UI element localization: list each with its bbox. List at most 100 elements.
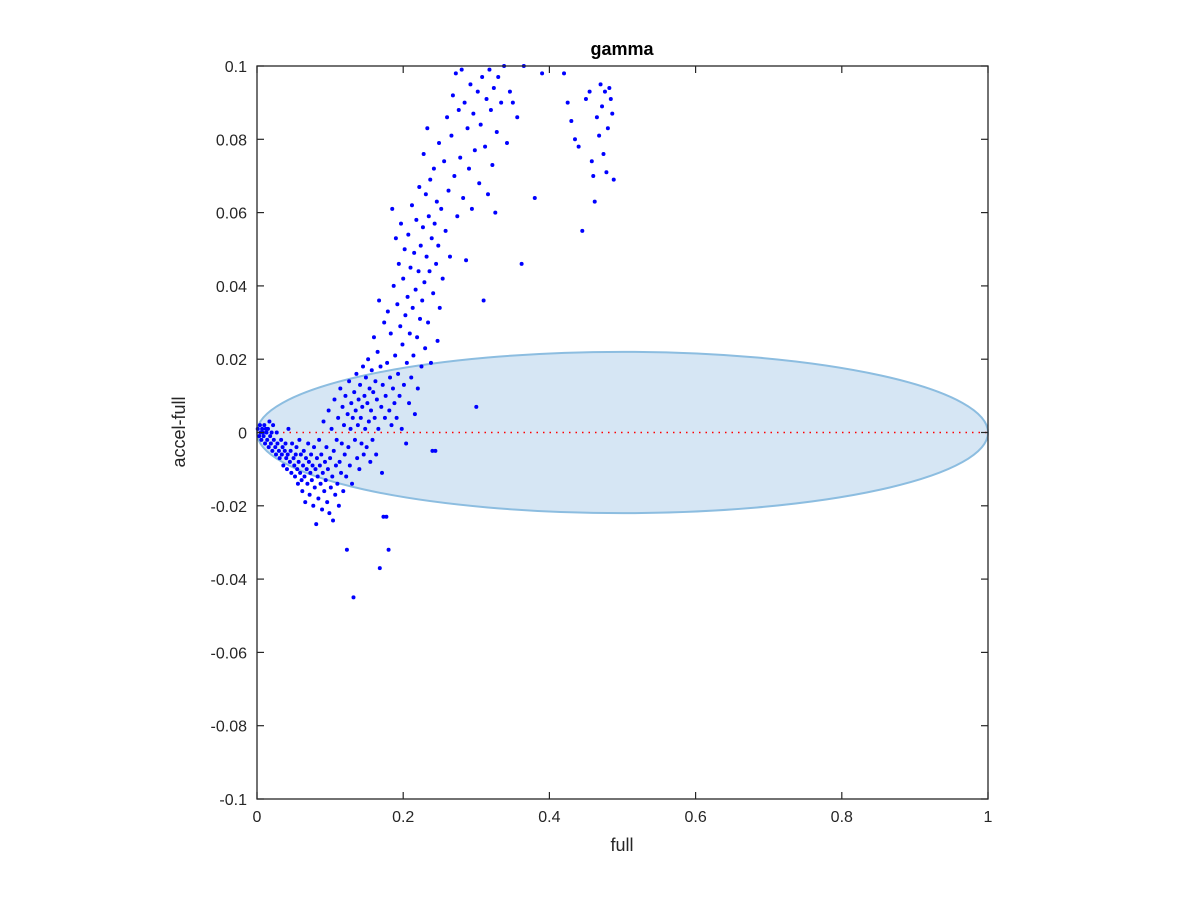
data-point bbox=[363, 426, 368, 431]
data-point bbox=[505, 140, 510, 145]
data-point bbox=[336, 415, 341, 420]
data-point bbox=[429, 236, 434, 241]
data-point bbox=[314, 456, 319, 461]
data-point bbox=[433, 448, 438, 453]
data-point bbox=[360, 404, 365, 409]
data-point bbox=[333, 463, 338, 468]
data-point bbox=[419, 364, 424, 369]
data-point bbox=[348, 426, 353, 431]
data-point bbox=[410, 305, 415, 310]
data-point bbox=[339, 470, 344, 475]
data-point bbox=[475, 89, 480, 94]
data-point bbox=[286, 426, 291, 431]
data-point bbox=[591, 173, 596, 178]
data-point bbox=[424, 254, 429, 259]
data-point bbox=[450, 93, 455, 98]
data-point bbox=[288, 448, 293, 453]
data-point bbox=[274, 430, 279, 435]
data-point bbox=[300, 489, 305, 494]
data-point bbox=[298, 470, 303, 475]
data-point bbox=[380, 470, 385, 475]
data-point bbox=[297, 437, 302, 442]
data-point bbox=[515, 115, 520, 120]
data-point bbox=[293, 452, 298, 457]
data-point bbox=[605, 126, 610, 131]
data-point bbox=[449, 133, 454, 138]
data-point bbox=[481, 298, 486, 303]
data-point bbox=[303, 500, 308, 505]
data-point bbox=[314, 522, 319, 527]
data-point bbox=[480, 74, 485, 79]
data-point bbox=[267, 419, 272, 424]
data-point bbox=[294, 445, 299, 450]
data-point bbox=[343, 393, 348, 398]
y-axis-label: accel-full bbox=[169, 396, 189, 467]
data-point bbox=[327, 511, 332, 516]
data-point bbox=[262, 423, 267, 428]
data-point bbox=[403, 313, 408, 318]
data-point bbox=[455, 214, 460, 219]
data-point bbox=[562, 71, 567, 76]
data-point bbox=[298, 452, 303, 457]
data-point bbox=[389, 423, 394, 428]
data-point bbox=[437, 140, 442, 145]
data-point bbox=[406, 232, 411, 237]
data-point bbox=[268, 441, 273, 446]
data-point bbox=[423, 192, 428, 197]
data-point bbox=[472, 148, 477, 153]
data-point bbox=[443, 228, 448, 233]
x-tick-label: 1 bbox=[984, 809, 993, 826]
data-point bbox=[366, 419, 371, 424]
data-point bbox=[351, 595, 356, 600]
y-tick-label: 0 bbox=[238, 426, 247, 443]
data-point bbox=[397, 393, 402, 398]
data-point bbox=[385, 309, 390, 314]
data-point bbox=[373, 379, 378, 384]
data-point bbox=[311, 503, 316, 508]
data-point bbox=[317, 463, 322, 468]
data-point bbox=[259, 437, 264, 442]
x-tick-label: 0.4 bbox=[538, 809, 560, 826]
data-point bbox=[309, 478, 314, 483]
data-point bbox=[483, 144, 488, 149]
data-point bbox=[597, 133, 602, 138]
data-point bbox=[273, 445, 278, 450]
data-point bbox=[461, 195, 466, 200]
data-point bbox=[274, 452, 279, 457]
data-point bbox=[477, 181, 482, 186]
data-point bbox=[299, 478, 304, 483]
data-point bbox=[263, 441, 268, 446]
data-point bbox=[385, 360, 390, 365]
data-point bbox=[326, 408, 331, 413]
data-point bbox=[390, 206, 395, 211]
data-point bbox=[372, 415, 377, 420]
data-point bbox=[592, 199, 597, 204]
data-point bbox=[468, 82, 473, 87]
data-point bbox=[439, 206, 444, 211]
data-point bbox=[384, 514, 389, 519]
data-point bbox=[275, 441, 280, 446]
data-point bbox=[445, 115, 450, 120]
data-point bbox=[417, 184, 422, 189]
data-point bbox=[507, 89, 512, 94]
data-point bbox=[485, 192, 490, 197]
data-point bbox=[426, 320, 431, 325]
data-point bbox=[422, 280, 427, 285]
data-point bbox=[396, 371, 401, 376]
data-point bbox=[493, 210, 498, 215]
data-point bbox=[322, 489, 327, 494]
data-point bbox=[322, 459, 327, 464]
data-point bbox=[303, 456, 308, 461]
data-point bbox=[383, 393, 388, 398]
data-point bbox=[328, 456, 333, 461]
data-point bbox=[393, 236, 398, 241]
data-point bbox=[405, 294, 410, 299]
data-point bbox=[598, 82, 603, 87]
chart-title: gamma bbox=[590, 39, 654, 59]
data-point bbox=[318, 481, 323, 486]
data-point bbox=[456, 107, 461, 112]
data-point bbox=[434, 261, 439, 266]
data-point bbox=[283, 441, 288, 446]
x-tick-label: 0.2 bbox=[392, 809, 414, 826]
data-point bbox=[407, 331, 412, 336]
